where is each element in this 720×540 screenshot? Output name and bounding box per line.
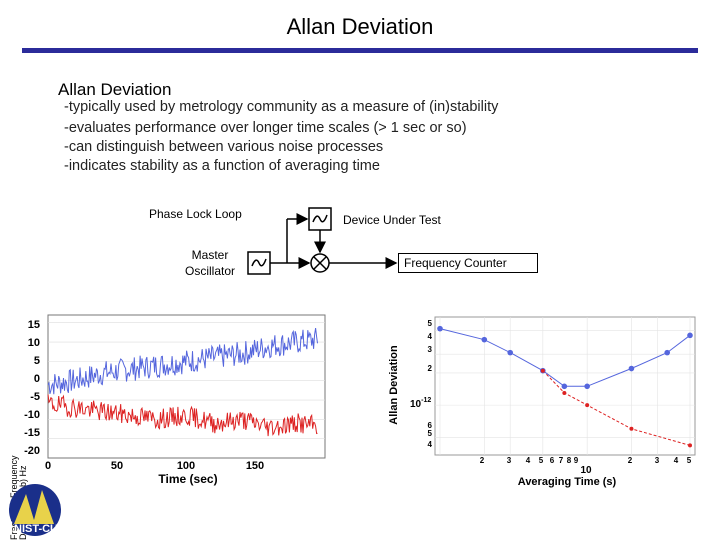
bullet-4: -indicates stability as a function of av…	[64, 158, 380, 174]
x-tick: 3	[655, 456, 660, 465]
data-point	[562, 390, 567, 395]
data-point	[437, 325, 443, 332]
title-rule	[22, 48, 698, 53]
x-tick: 50	[111, 460, 123, 472]
phase-lock-loop-label: Phase Lock Loop	[149, 207, 242, 221]
data-point	[688, 443, 692, 448]
y-tick: -5	[30, 391, 40, 403]
logo-peaks	[14, 490, 54, 524]
data-point	[507, 349, 514, 356]
y-tick: 4	[428, 332, 433, 341]
y-tick: 5	[428, 429, 433, 438]
data-point	[664, 349, 671, 356]
y-tick: 3	[428, 345, 433, 354]
data-point	[561, 383, 568, 390]
data-point	[629, 426, 634, 431]
data-point	[628, 365, 635, 372]
x-tick: 5	[687, 456, 692, 465]
y-tick: 2	[428, 364, 433, 373]
x-tick: 8	[567, 456, 572, 465]
device-under-test-label: Device Under Test	[343, 213, 441, 227]
y-tick: 5	[34, 355, 40, 367]
y-decade-label: 10-12	[410, 397, 431, 410]
data-point	[540, 368, 545, 373]
bullet-1: -typically used by metrology community a…	[64, 99, 499, 115]
x-tick: 4	[674, 456, 679, 465]
x-tick: 4	[526, 456, 531, 465]
y-tick: 10	[28, 337, 40, 349]
y-tick: -10	[24, 409, 40, 421]
x-decade-label: 10	[580, 465, 592, 476]
master-oscillator-label: Master Oscillator	[180, 247, 240, 279]
logo-text: NIST-CU	[14, 523, 58, 535]
x-tick: 6	[550, 456, 555, 465]
y-tick: -20	[24, 445, 40, 457]
x-tick: 2	[480, 456, 485, 465]
mixer-symbol	[310, 253, 330, 273]
master-oscillator-line1: Master	[191, 248, 229, 262]
bullet-3: -can distinguish between various noise p…	[64, 139, 384, 155]
y-tick: 4	[428, 440, 433, 449]
series-blue-line	[47, 328, 318, 395]
allan-y-axis-label: Allan Deviation	[388, 345, 400, 425]
y-tick: 6	[428, 421, 433, 430]
y-tick: 15	[28, 319, 40, 331]
x-tick: 0	[45, 460, 51, 472]
x-tick: 100	[177, 460, 195, 472]
y-tick: -15	[24, 427, 40, 439]
time-series-chart: 15 10 5 0 -5 -10 -15 -20 0 50 100 150 Ti…	[24, 314, 326, 486]
series-red-line	[47, 394, 318, 437]
section-heading: Allan Deviation	[58, 80, 172, 99]
master-oscillator-symbol	[247, 251, 271, 275]
x-tick: 2	[628, 456, 633, 465]
x-tick: 5	[539, 456, 544, 465]
master-oscillator-line2: Oscillator	[184, 264, 235, 278]
x-tick: 7	[559, 456, 564, 465]
nist-cu-logo: NIST-CU	[9, 484, 61, 536]
frequency-counter-box: Frequency Counter	[398, 253, 538, 273]
data-point	[687, 332, 693, 339]
time-x-axis-label: Time (sec)	[158, 472, 217, 486]
data-point	[585, 403, 590, 408]
pll-oscillator-symbol	[308, 207, 332, 231]
allan-deviation-chart: 5 4 3 2 6 5 4 10-12 2 3 4 5 6 7 8 9 2 3 …	[388, 316, 696, 488]
slide-title: Allan Deviation	[286, 14, 434, 39]
allan-x-axis-label: Averaging Time (s)	[518, 476, 617, 488]
x-tick: 9	[574, 456, 579, 465]
data-point	[481, 336, 488, 343]
data-point	[584, 383, 590, 390]
bullet-2: -evaluates performance over longer time …	[64, 120, 467, 136]
x-tick: 3	[507, 456, 512, 465]
y-tick: 0	[34, 373, 40, 385]
y-tick: 5	[428, 319, 433, 328]
x-tick: 150	[246, 460, 264, 472]
time-plot-frame	[47, 314, 326, 459]
